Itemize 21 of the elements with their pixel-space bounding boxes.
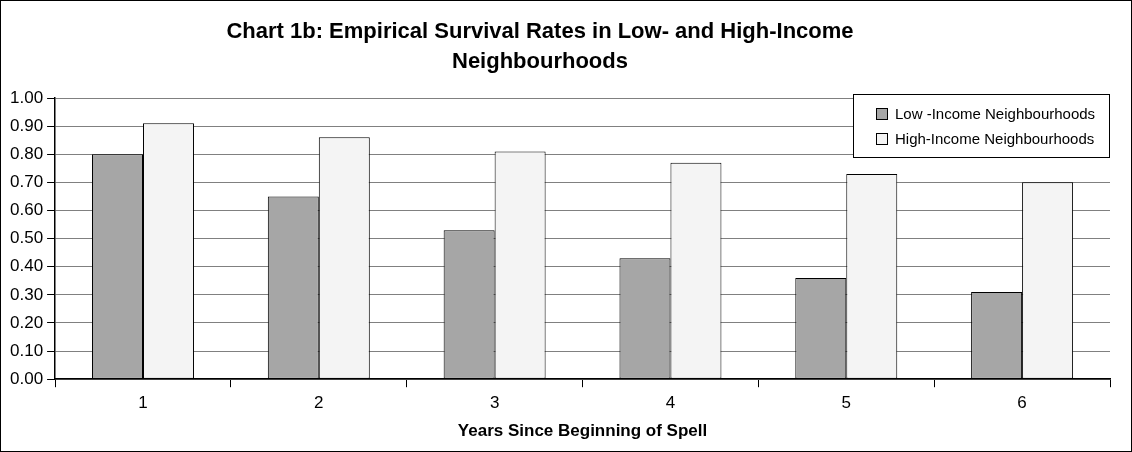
y-tick-label: 0.20 [9,312,44,332]
y-tick-label: 0.40 [9,256,44,276]
y-tick-label: 0.50 [9,228,44,248]
y-tick-label: 1.00 [9,87,44,107]
x-tick-label: 6 [1017,393,1027,413]
x-tick-label: 3 [489,393,500,413]
series-label: High-Income Neighbourhoods [895,130,1095,147]
y-tick-label: 0.00 [9,368,44,388]
y-tick-label: 0.90 [9,115,44,135]
x-tick-label: 5 [841,393,852,413]
y-tick-label: 0.70 [9,172,44,192]
y-tick-label: 0.60 [9,200,44,220]
y-tick-label: 0.80 [9,143,44,163]
y-tick-label: 0.30 [9,284,44,304]
x-axis-title: Years Since Beginning of Spell [457,421,708,441]
y-tick-label: 0.10 [9,340,44,360]
legend-label: Low -Income Neighbourhoods [895,105,1096,122]
x-tick-label: 2 [314,393,324,413]
x-tick-label: 4 [665,393,676,413]
x-tick-label: 1 [138,393,148,413]
chart-title: Chart 1b: Empirical Survival Rates in Low- and High-Income Neighbourhoods [225,17,855,75]
